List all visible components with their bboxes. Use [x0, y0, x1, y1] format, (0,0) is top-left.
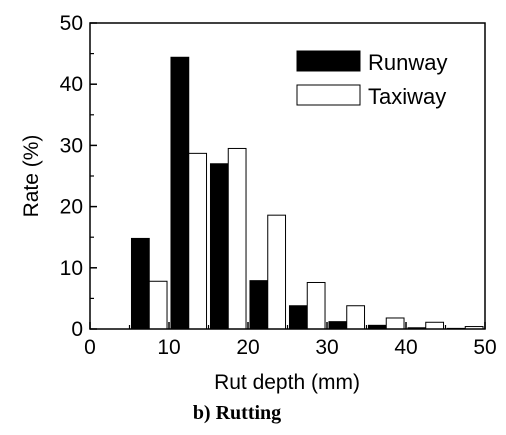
figure-caption: b) Rutting — [193, 402, 281, 424]
bar-runway-0 — [130, 237, 150, 330]
legend-label-taxiway: Taxiway — [368, 84, 446, 109]
x-axis-label: Rut depth (mm) — [214, 371, 360, 394]
x-tick-label-3: 30 — [315, 336, 338, 359]
legend: Runway Taxiway — [296, 50, 447, 109]
y-tick-label-1: 10 — [60, 257, 83, 280]
bar-taxiway-5 — [346, 305, 366, 330]
bar-runway-2 — [209, 163, 229, 330]
y-tick-label-3: 30 — [60, 134, 83, 157]
x-tick-label-5: 50 — [473, 336, 496, 359]
bar-taxiway-1 — [188, 152, 208, 330]
y-tick-label-2: 20 — [60, 196, 83, 219]
x-tick-label-1: 10 — [157, 336, 180, 359]
y-ticks-group: 0 10 20 30 40 50 — [60, 12, 97, 341]
bar-taxiway-7 — [425, 321, 445, 330]
bar-runway-3 — [249, 280, 269, 330]
legend-swatch-taxiway — [296, 84, 361, 106]
y-tick-label-0: 0 — [71, 318, 83, 341]
legend-label-runway: Runway — [368, 50, 447, 75]
bar-taxiway-3 — [267, 214, 287, 330]
bar-taxiway-0 — [148, 280, 168, 330]
bar-taxiway-6 — [385, 317, 405, 330]
y-axis-label: Rate (%) — [20, 135, 43, 218]
x-tick-label-4: 40 — [394, 336, 417, 359]
bars-group — [130, 56, 484, 330]
x-ticks-group: 0 10 20 30 40 50 — [84, 322, 497, 359]
bar-taxiway-2 — [227, 147, 247, 330]
bar-runway-5 — [328, 321, 348, 330]
bar-runway-1 — [170, 56, 190, 330]
y-tick-label-4: 40 — [60, 73, 83, 96]
y-tick-label-5: 50 — [60, 12, 83, 35]
bar-taxiway-4 — [306, 281, 326, 330]
bar-runway-4 — [288, 305, 308, 330]
x-tick-label-0: 0 — [84, 336, 96, 359]
legend-swatch-runway — [296, 50, 361, 72]
x-tick-label-2: 20 — [236, 336, 259, 359]
